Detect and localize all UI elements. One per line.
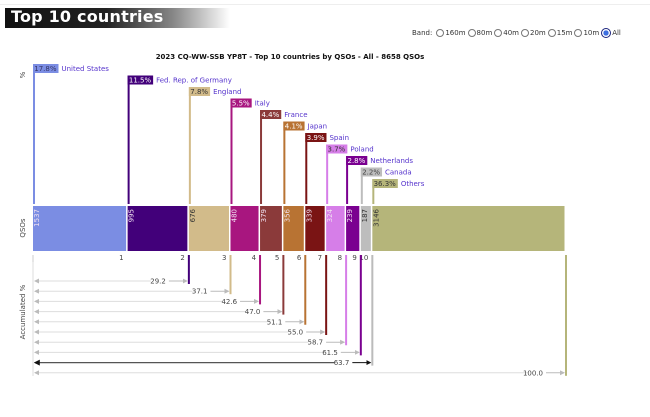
rank-label-4: 4 (252, 254, 257, 262)
rank-label-2: 2 (180, 254, 184, 262)
radio-icon[interactable] (574, 29, 583, 37)
percent-box-4 (230, 98, 252, 108)
bar-1 (33, 206, 127, 251)
value-label-8: 324 (326, 208, 334, 222)
country-label-4: Italy (255, 100, 270, 108)
country-label-9: Netherlands (370, 157, 413, 165)
percent-label-8: 3.7% (328, 146, 346, 154)
country-label-3: England (213, 88, 241, 96)
percent-box-8 (326, 144, 348, 154)
accumulated-label-1: 29.2 (150, 278, 166, 286)
section-header: Top 10 countries (5, 7, 230, 28)
value-label-3: 676 (189, 208, 197, 222)
country-label-8: Poland (350, 146, 373, 154)
rank-label-7: 7 (318, 254, 322, 262)
percent-label-7: 3.9% (307, 134, 325, 142)
bar-3 (188, 206, 229, 251)
percent-label-4: 5.5% (232, 100, 250, 108)
band-option-10m[interactable]: 10m (574, 29, 599, 37)
bar-8 (326, 206, 345, 251)
rank-label-8: 8 (338, 254, 342, 262)
percent-label-5: 4.4% (261, 111, 279, 119)
radio-icon[interactable] (494, 29, 503, 37)
percent-box-6 (283, 121, 305, 131)
percent-label-9: 2.8% (348, 157, 366, 165)
bar-5 (260, 206, 282, 251)
bar-4 (230, 206, 259, 251)
percent-box-1 (33, 64, 59, 73)
value-label-1: 1537 (33, 209, 41, 227)
band-option-20m[interactable]: 20m (521, 29, 546, 37)
value-label-2: 995 (128, 209, 136, 222)
country-label-2: Fed. Rep. of Germany (156, 77, 232, 85)
radio-icon[interactable] (521, 29, 529, 37)
percent-label-1: 17.8% (34, 65, 57, 73)
percent-box-7 (305, 133, 327, 142)
band-option-160m[interactable]: 160m (436, 29, 466, 37)
percent-box-2 (127, 75, 154, 85)
band-option-80m[interactable]: 80m (467, 29, 492, 37)
bar-2 (127, 206, 188, 251)
accumulated-label-6: 55.0 (288, 329, 304, 337)
percent-box-11 (372, 179, 398, 188)
band-option-all[interactable]: All (601, 28, 621, 38)
accumulated-label-4: 47.0 (245, 308, 261, 316)
rank-label-3: 3 (222, 254, 226, 262)
accumulated-label-10: 100.0 (523, 369, 543, 377)
country-label-7: Spain (329, 134, 349, 142)
rank-label-6: 6 (297, 254, 302, 262)
country-label-6: Japan (307, 123, 328, 131)
top-divider (0, 4, 650, 5)
country-label-5: France (284, 111, 307, 119)
value-label-9: 239 (346, 209, 354, 222)
percent-label-3: 7.8% (190, 88, 208, 96)
rank-label-9: 9 (352, 254, 356, 262)
qsos-axis-label: QSOs (19, 218, 27, 237)
band-option-15m[interactable]: 15m (547, 29, 572, 37)
value-label-6: 356 (283, 208, 291, 222)
band-option-40m[interactable]: 40m (494, 29, 519, 37)
accumulated-label-5: 51.1 (267, 318, 283, 326)
value-label-5: 379 (260, 209, 268, 222)
accumulated-label-7: 58.7 (308, 339, 324, 347)
radio-icon[interactable] (547, 29, 556, 37)
accumulated-label-9: 63.7 (334, 359, 350, 367)
band-selector: Band: 160m 80m 40m 20m 15m 10m All (412, 28, 621, 38)
accumulated-axis-label: Accumulated % (19, 284, 27, 339)
bar-7 (305, 206, 325, 251)
rank-label-1: 1 (119, 254, 123, 262)
value-label-7: 339 (305, 209, 313, 222)
bar-6 (283, 206, 304, 251)
country-label-11: Others (401, 180, 425, 188)
radio-icon[interactable] (436, 29, 445, 37)
radio-checked-icon[interactable] (601, 28, 612, 38)
chart-title: 2023 CQ-WW-SSB YP8T - Top 10 countries b… (156, 53, 425, 61)
bar-9 (346, 206, 360, 251)
percent-axis-label: % (19, 71, 27, 78)
percent-label-11: 36.3% (374, 180, 397, 188)
percent-label-2: 11.5% (129, 77, 152, 85)
percent-box-3 (188, 87, 211, 96)
radio-icon[interactable] (467, 29, 476, 37)
value-label-4: 480 (230, 209, 238, 222)
percent-box-5 (260, 110, 282, 119)
country-label-10: Canada (385, 169, 412, 177)
rank-label-10: 10 (359, 254, 368, 262)
bar-11 (372, 206, 565, 251)
percent-label-10: 2.2% (362, 169, 380, 177)
value-label-11: 3146 (372, 208, 380, 226)
rank-label-5: 5 (275, 254, 279, 262)
percent-box-10 (360, 167, 383, 177)
percent-label-6: 4.1% (285, 123, 303, 131)
accumulated-label-3: 42.6 (221, 298, 237, 306)
section-title: Top 10 countries (11, 7, 164, 26)
accumulated-label-2: 37.1 (192, 288, 208, 296)
percent-box-9 (346, 156, 368, 165)
bar-10 (360, 206, 371, 251)
country-label-1: United States (62, 65, 110, 73)
accumulated-label-8: 61.5 (322, 349, 338, 357)
value-label-10: 187 (361, 209, 369, 222)
band-label: Band: (412, 29, 433, 37)
